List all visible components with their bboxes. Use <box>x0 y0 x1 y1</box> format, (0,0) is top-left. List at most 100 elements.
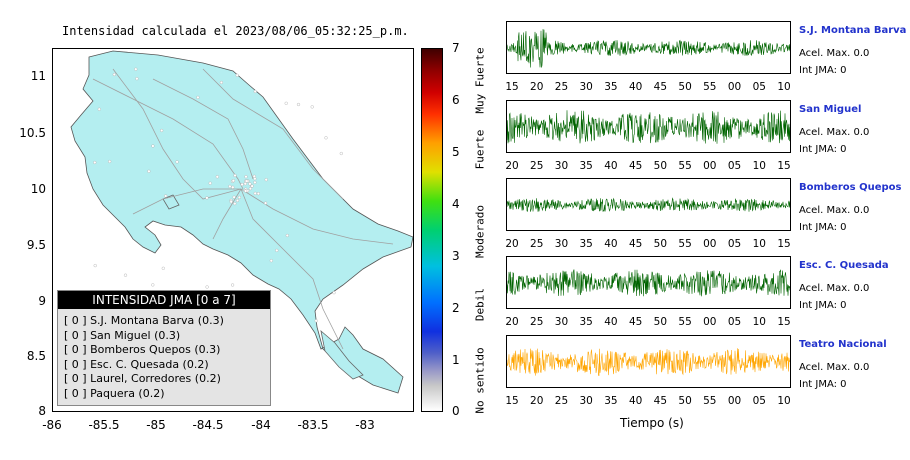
town-marker <box>231 179 235 183</box>
map-x-tick: -86 <box>42 418 62 432</box>
town-marker <box>231 283 235 287</box>
trace-tick: 00 <box>703 316 717 328</box>
trace-tick: 20 <box>530 395 544 407</box>
colorbar-category: Debil <box>473 287 487 322</box>
trace-panel[interactable] <box>506 100 791 153</box>
trace-tick: 20 <box>505 238 519 250</box>
colorbar-tick: 7 <box>452 41 460 55</box>
trace-tick: 40 <box>604 316 618 328</box>
map-x-tick: -85.5 <box>88 418 120 432</box>
trace-panel[interactable] <box>506 178 791 231</box>
trace-tick: 20 <box>505 160 519 172</box>
station-acel: Acel. Max. 0.0 <box>799 48 870 59</box>
trace-tick: 25 <box>530 238 544 250</box>
town-marker <box>332 291 336 295</box>
trace-panel[interactable] <box>506 335 791 388</box>
town-marker <box>161 266 165 270</box>
trace-tick: 30 <box>579 395 593 407</box>
map-x-tick: -83 <box>355 418 375 432</box>
trace-tick: 00 <box>703 160 717 172</box>
station-acel: Acel. Max. 0.0 <box>799 127 870 138</box>
colorbar-tick: 2 <box>452 301 460 315</box>
station-int: Int JMA: 0 <box>799 379 847 390</box>
colorbar-tick: 6 <box>452 93 460 107</box>
town-marker <box>256 192 260 196</box>
trace-tick: 05 <box>752 395 766 407</box>
town-marker <box>112 72 116 77</box>
trace-tick: 10 <box>777 395 791 407</box>
town-marker <box>310 105 314 109</box>
seismogram-plot <box>507 269 790 297</box>
colorbar-category: Muy Fuerte <box>473 47 487 114</box>
legend-title: INTENSIDAD JMA [0 a 7] <box>58 291 270 309</box>
trace-tick: 55 <box>678 160 692 172</box>
station-int: Int JMA: 0 <box>799 222 847 233</box>
legend-entry: [ 0 ] S.J. Montana Barva (0.3) <box>64 314 224 327</box>
town-marker <box>245 179 249 183</box>
map-y-tick: 9 <box>38 294 46 308</box>
legend-list: [ 0 ] S.J. Montana Barva (0.3) [ 0 ] San… <box>64 314 270 402</box>
trace-tick-row: 20 25 30 35 40 45 50 55 00 05 10 15 <box>505 238 791 252</box>
trace-tick: 35 <box>579 238 593 250</box>
town-marker <box>164 194 168 198</box>
town-marker <box>264 178 268 182</box>
town-marker <box>244 189 248 193</box>
costa-rica-map <box>70 50 413 394</box>
station-acel: Acel. Max. 0.0 <box>799 283 870 294</box>
trace-tick: 45 <box>653 81 668 93</box>
waveform-line <box>507 197 790 212</box>
trace-tick-row: 15 20 25 30 35 40 45 50 55 00 05 10 <box>505 81 791 95</box>
time-axis-label: Tiempo (s) <box>620 416 684 430</box>
trace-tick: 35 <box>579 160 593 172</box>
trace-panel[interactable] <box>506 256 791 309</box>
trace-tick: 45 <box>628 316 643 328</box>
trace-tick: 00 <box>727 395 742 407</box>
seismogram-plot <box>507 29 790 68</box>
town-marker <box>248 187 252 191</box>
town-marker <box>339 151 343 156</box>
road-line <box>202 68 344 200</box>
trace-tick: 55 <box>678 316 692 328</box>
road-line <box>212 188 242 240</box>
town-marker <box>253 177 257 181</box>
town-marker <box>97 107 101 111</box>
trace-tick: 10 <box>752 238 766 250</box>
waveform-line <box>507 110 790 144</box>
town-marker <box>264 201 268 205</box>
town-marker <box>314 319 318 323</box>
trace-tick-row: 15 20 25 30 35 40 45 50 55 00 05 10 <box>505 395 791 409</box>
town-marker <box>160 128 164 133</box>
gulf-island <box>162 194 180 210</box>
waveform-line <box>507 348 790 377</box>
town-marker <box>250 184 254 188</box>
town-marker <box>151 144 155 148</box>
town-marker <box>275 248 279 252</box>
trace-tick: 15 <box>777 160 791 172</box>
town-marker <box>175 160 179 164</box>
map-x-tick: -83.5 <box>297 418 329 432</box>
trace-tick: 25 <box>554 395 569 407</box>
road-line <box>92 78 244 190</box>
trace-tick: 15 <box>505 81 519 93</box>
trace-panel[interactable] <box>506 21 791 74</box>
trace-tick: 20 <box>505 316 519 328</box>
trace-tick: 25 <box>530 160 544 172</box>
town-marker <box>233 202 237 206</box>
station-name: Esc. C. Quesada <box>799 260 889 271</box>
town-marker <box>253 191 257 195</box>
trace-tick: 45 <box>628 160 643 172</box>
trace-tick: 15 <box>777 316 791 328</box>
colorbar-category: Fuerte <box>473 129 487 170</box>
legend-entry: [ 0 ] Esc. C. Quesada (0.2) <box>64 357 209 371</box>
trace-tick: 15 <box>777 238 791 250</box>
road-line <box>112 68 242 200</box>
town-marker <box>285 233 289 238</box>
trace-tick: 50 <box>653 160 668 172</box>
colorbar-tick: 5 <box>452 145 460 159</box>
trace-tick: 40 <box>628 395 643 407</box>
trace-tick: 20 <box>530 81 544 93</box>
seismogram-plot <box>507 197 790 212</box>
town-marker <box>296 102 301 107</box>
waveform-line <box>507 269 790 297</box>
town-marker <box>93 264 97 268</box>
